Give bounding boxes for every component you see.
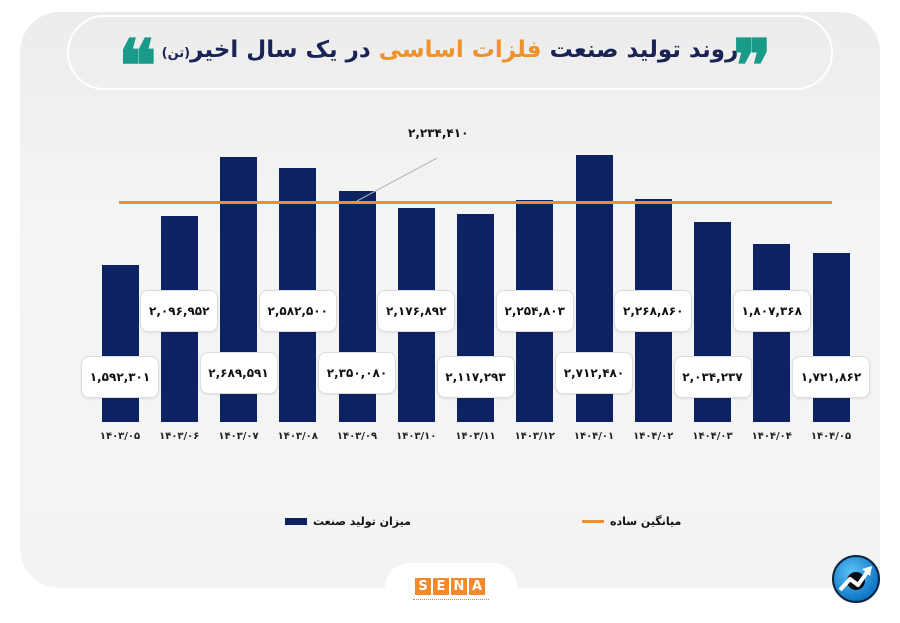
value-label-box: ۲,۱۷۶,۸۹۲: [377, 290, 456, 332]
value-label-box: ۲,۵۸۲,۵۰۰: [258, 290, 337, 332]
value-label-box: ۲,۱۱۷,۲۹۳: [436, 356, 515, 398]
value-label-box: ۲,۰۹۶,۹۵۲: [140, 290, 219, 332]
trend-logo-icon: [832, 555, 880, 603]
x-axis-label: ۱۴۰۴/۰۲: [633, 431, 674, 442]
value-label-box: ۱,۸۰۷,۳۶۸: [732, 290, 811, 332]
x-axis-label: ۱۴۰۳/۱۰: [396, 431, 437, 442]
sena-logo: S E N A: [415, 578, 485, 595]
value-label-box: ۲,۳۵۰,۰۸۰: [318, 352, 396, 394]
title-part1: روند تولید صنعت: [549, 37, 739, 63]
value-label-box: ۲,۲۶۸,۸۶۰: [614, 290, 693, 332]
x-axis-label: ۱۴۰۳/۰۶: [159, 431, 200, 442]
legend-bar-swatch: [285, 518, 307, 525]
value-label-box: ۱,۵۹۲,۳۰۱: [81, 356, 159, 398]
average-line: [119, 200, 832, 204]
title-part2: در یک سال اخیر: [190, 37, 371, 63]
value-label-box: ۲,۶۸۹,۵۹۱: [199, 352, 278, 394]
bar: [753, 244, 791, 422]
x-axis-label: ۱۴۰۴/۰۵: [810, 431, 852, 442]
legend-bars-label: میزان تولید صنعت: [313, 515, 411, 528]
x-axis-label: ۱۴۰۴/۰۴: [751, 431, 792, 442]
legend-line-label: میانگین ساده: [610, 515, 682, 528]
x-axis-label: ۱۴۰۳/۱۲: [514, 431, 555, 442]
x-axis-label: ۱۴۰۴/۰۳: [692, 431, 733, 442]
value-label-box: ۲,۷۱۲,۴۸۰: [555, 352, 633, 394]
chart-title: روند تولید صنعت فلزات اساسی در یک سال اخ…: [69, 37, 831, 63]
logo-letter: N: [451, 578, 467, 595]
x-axis-label: ۱۴۰۳/۰۹: [336, 431, 378, 442]
average-value-label: ۲,۲۳۴,۴۱۰: [408, 126, 469, 140]
logo-letter: S: [415, 578, 431, 595]
x-axis-label: ۱۴۰۳/۰۵: [99, 431, 141, 442]
legend-bars: میزان تولید صنعت: [285, 515, 411, 528]
x-axis-label: ۱۴۰۴/۰۱: [573, 431, 615, 442]
legend-line: میانگین ساده: [582, 515, 681, 528]
x-axis-label: ۱۴۰۳/۰۸: [277, 431, 318, 442]
title-unit: (تن): [161, 46, 191, 61]
legend-line-swatch: [582, 520, 604, 523]
logo-letter: A: [469, 578, 485, 595]
title-pill: روند تولید صنعت فلزات اساسی در یک سال اخ…: [67, 15, 833, 90]
value-label-box: ۲,۲۵۴,۸۰۳: [495, 290, 574, 332]
logo-letter: E: [433, 578, 449, 595]
x-axis-label: ۱۴۰۳/۱۱: [455, 431, 496, 442]
title-highlight: فلزات اساسی: [378, 37, 542, 63]
sena-tagline: [413, 599, 489, 604]
value-label-box: ۲,۰۳۴,۲۳۷: [673, 356, 752, 398]
x-axis-label: ۱۴۰۳/۰۷: [218, 431, 259, 442]
value-label-box: ۱,۷۲۱,۸۶۲: [792, 356, 870, 398]
